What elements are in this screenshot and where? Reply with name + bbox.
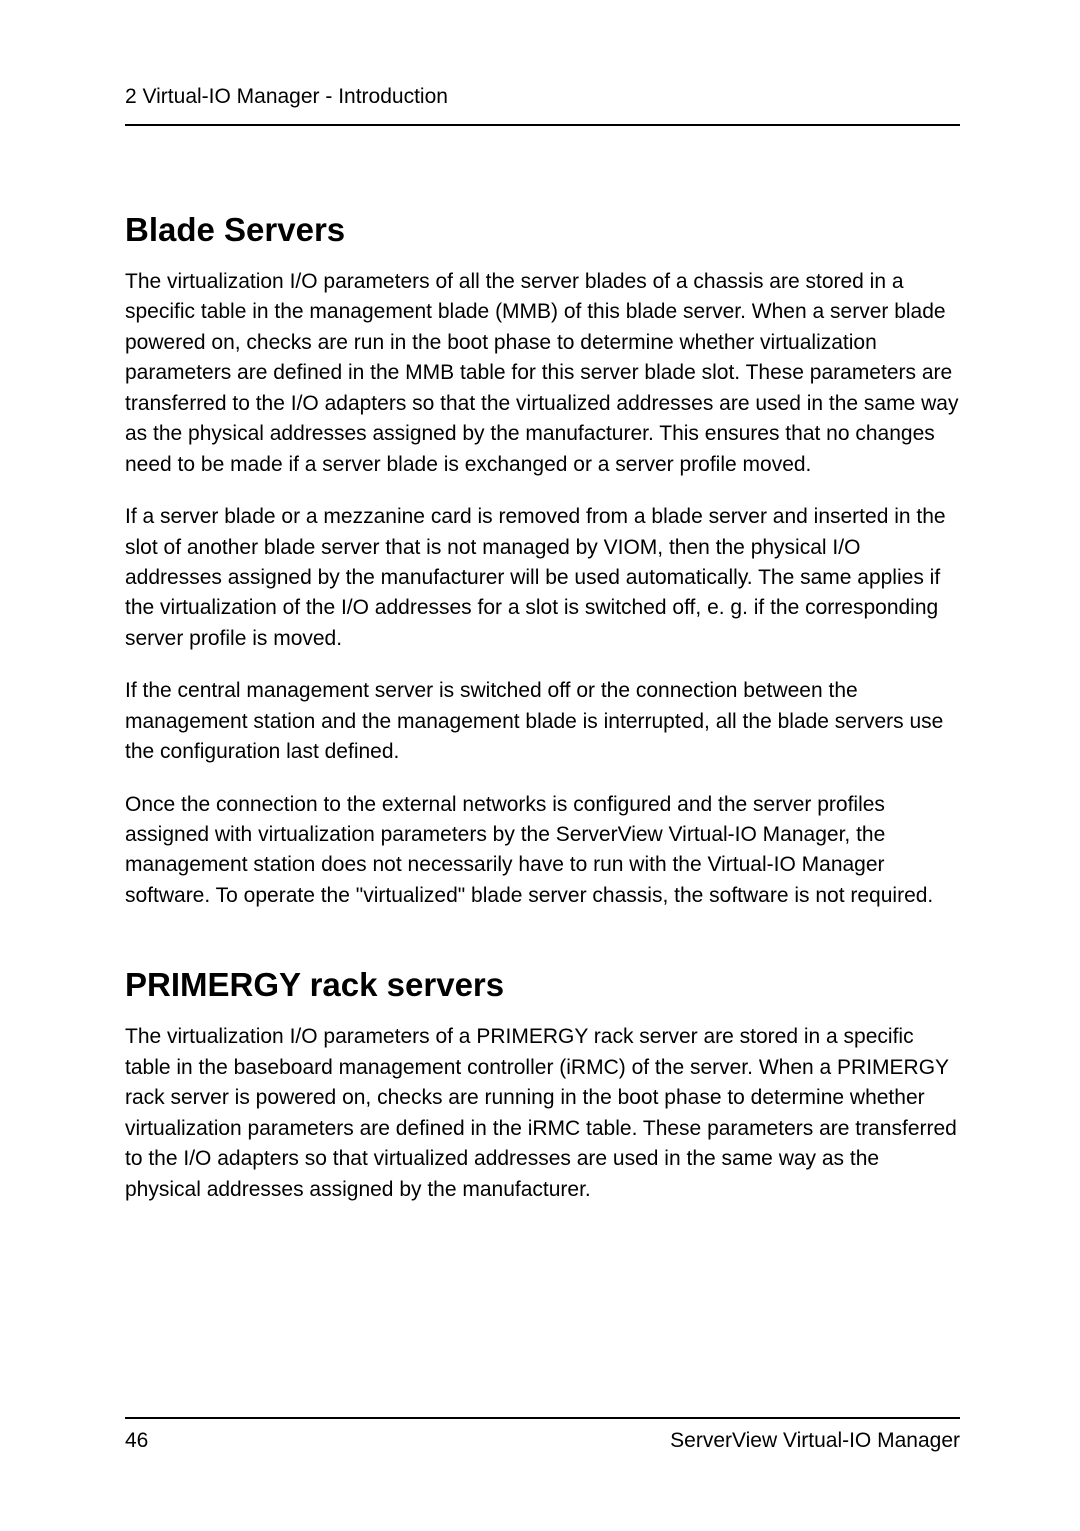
blade-paragraph-2: If a server blade or a mezzanine card is…: [125, 502, 960, 654]
footer-divider: [125, 1417, 960, 1419]
blade-paragraph-1: The virtualization I/O parameters of all…: [125, 267, 960, 480]
footer-content: 46 ServerView Virtual-IO Manager: [125, 1429, 960, 1453]
primergy-paragraph-1: The virtualization I/O parameters of a P…: [125, 1022, 960, 1205]
footer: 46 ServerView Virtual-IO Manager: [125, 1417, 960, 1453]
header-divider: [125, 124, 960, 126]
blade-paragraph-4: Once the connection to the external netw…: [125, 790, 960, 912]
footer-doc-title: ServerView Virtual-IO Manager: [670, 1429, 960, 1453]
header-text: 2 Virtual-IO Manager - Introduction: [125, 85, 960, 109]
section-title-blade: Blade Servers: [125, 211, 960, 249]
page-number: 46: [125, 1429, 148, 1453]
page-container: 2 Virtual-IO Manager - Introduction Blad…: [0, 0, 1080, 1205]
section-title-primergy: PRIMERGY rack servers: [125, 966, 960, 1004]
blade-paragraph-3: If the central management server is swit…: [125, 676, 960, 767]
